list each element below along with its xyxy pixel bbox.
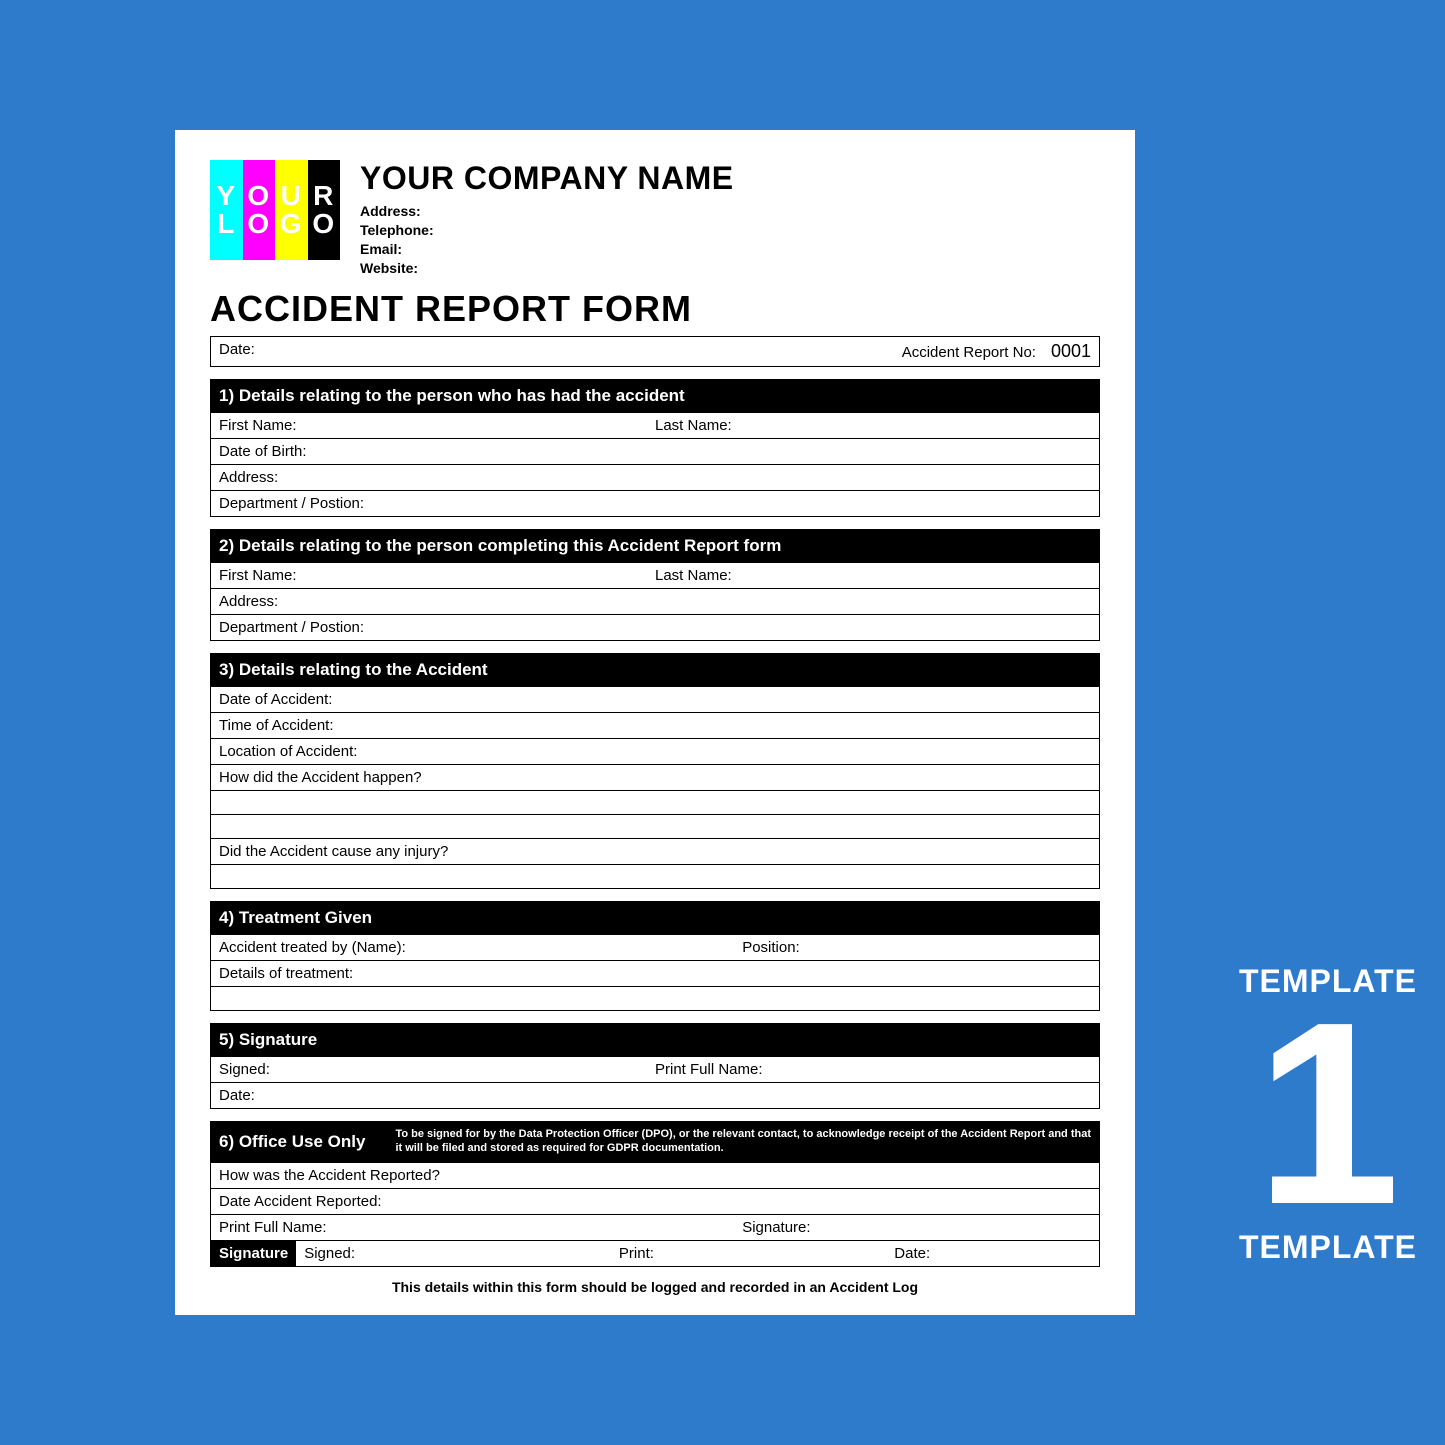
section-3-header: 3) Details relating to the Accident: [211, 654, 1099, 686]
s3-time-row: Time of Accident:: [211, 712, 1099, 738]
s5-date: Date:: [219, 1087, 255, 1104]
s3-date: Date of Accident:: [219, 691, 332, 708]
section-6-title: 6) Office Use Only: [219, 1132, 385, 1152]
side-template-bottom: TEMPLATE: [1239, 1231, 1417, 1263]
section-5: 5) Signature Signed: Print Full Name: Da…: [210, 1023, 1100, 1109]
report-no-label: Accident Report No:: [902, 344, 1036, 361]
section-1: 1) Details relating to the person who ha…: [210, 379, 1100, 517]
s6-print-sig-row: Print Full Name: Signature:: [211, 1214, 1099, 1240]
s6-signature: Signature:: [742, 1219, 1091, 1236]
s3-location: Location of Accident:: [219, 743, 357, 760]
s1-address-row: Address:: [211, 464, 1099, 490]
s3-how-blank-1: [211, 790, 1099, 814]
logo-placeholder: YL OO UG RO: [210, 160, 340, 260]
s3-how: How did the Accident happen?: [219, 769, 422, 786]
s3-how-row: How did the Accident happen?: [211, 764, 1099, 790]
s3-injury-blank: [211, 864, 1099, 888]
s6-how-reported-row: How was the Accident Reported?: [211, 1162, 1099, 1188]
s3-injury-row: Did the Accident cause any injury?: [211, 838, 1099, 864]
s2-dept-row: Department / Postion:: [211, 614, 1099, 640]
section-1-header: 1) Details relating to the person who ha…: [211, 380, 1099, 412]
s1-dept: Department / Postion:: [219, 495, 364, 512]
s6-sig-label: Signature: [211, 1241, 296, 1266]
s5-print-name: Print Full Name:: [655, 1061, 1091, 1078]
section-2: 2) Details relating to the person comple…: [210, 529, 1100, 641]
s6-date: Date:: [894, 1245, 1091, 1262]
side-template-label: TEMPLATE 1 TEMPLATE: [1239, 965, 1417, 1263]
s2-first-name: First Name:: [219, 567, 655, 584]
s3-location-row: Location of Accident:: [211, 738, 1099, 764]
company-email-label: Email:: [360, 240, 1100, 259]
header-row: YL OO UG RO YOUR COMPANY NAME Address: T…: [210, 160, 1100, 278]
s2-last-name: Last Name:: [655, 567, 1091, 584]
s1-dept-row: Department / Postion:: [211, 490, 1099, 516]
company-block: YOUR COMPANY NAME Address: Telephone: Em…: [360, 160, 1100, 278]
section-5-header: 5) Signature: [211, 1024, 1099, 1056]
s2-dept: Department / Postion:: [219, 619, 364, 636]
s5-date-row: Date:: [211, 1082, 1099, 1108]
s3-date-row: Date of Accident:: [211, 686, 1099, 712]
report-no-value: 0001: [1051, 341, 1091, 362]
s6-date-reported: Date Accident Reported:: [219, 1193, 382, 1210]
s6-signature-row: Signature Signed: Print: Date:: [211, 1240, 1099, 1266]
s6-how-reported: How was the Accident Reported?: [219, 1167, 440, 1184]
s4-details-row: Details of treatment:: [211, 960, 1099, 986]
s1-dob: Date of Birth:: [219, 443, 307, 460]
section-6: 6) Office Use Only To be signed for by t…: [210, 1121, 1100, 1267]
side-template-number: 1: [1239, 997, 1417, 1231]
section-3: 3) Details relating to the Accident Date…: [210, 653, 1100, 889]
s1-name-row: First Name: Last Name:: [211, 412, 1099, 438]
s1-first-name: First Name:: [219, 417, 655, 434]
footer-note: This details within this form should be …: [210, 1279, 1100, 1295]
s6-print-name: Print Full Name:: [219, 1219, 742, 1236]
s5-signed: Signed:: [219, 1061, 655, 1078]
s2-address: Address:: [219, 593, 278, 610]
section-4: 4) Treatment Given Accident treated by (…: [210, 901, 1100, 1011]
section-4-header: 4) Treatment Given: [211, 902, 1099, 934]
s1-address: Address:: [219, 469, 278, 486]
section-6-note: To be signed for by the Data Protection …: [395, 1128, 1091, 1156]
form-page: YL OO UG RO YOUR COMPANY NAME Address: T…: [175, 130, 1135, 1314]
s5-signed-row: Signed: Print Full Name:: [211, 1056, 1099, 1082]
s1-last-name: Last Name:: [655, 417, 1091, 434]
s3-injury: Did the Accident cause any injury?: [219, 843, 448, 860]
s6-date-reported-row: Date Accident Reported:: [211, 1188, 1099, 1214]
company-telephone-label: Telephone:: [360, 221, 1100, 240]
company-address-label: Address:: [360, 202, 1100, 221]
s2-address-row: Address:: [211, 588, 1099, 614]
s4-treated-by: Accident treated by (Name):: [219, 939, 742, 956]
section-2-header: 2) Details relating to the person comple…: [211, 530, 1099, 562]
s4-details: Details of treatment:: [219, 965, 353, 982]
form-title: ACCIDENT REPORT FORM: [210, 288, 1100, 330]
company-name: YOUR COMPANY NAME: [360, 160, 1100, 197]
section-6-header: 6) Office Use Only To be signed for by t…: [211, 1122, 1099, 1162]
s6-print: Print:: [619, 1245, 894, 1262]
s4-details-blank: [211, 986, 1099, 1010]
s6-signed: Signed:: [304, 1245, 619, 1262]
s4-treated-row: Accident treated by (Name): Position:: [211, 934, 1099, 960]
s4-position: Position:: [742, 939, 1091, 956]
s1-dob-row: Date of Birth:: [211, 438, 1099, 464]
s2-name-row: First Name: Last Name:: [211, 562, 1099, 588]
s3-how-blank-2: [211, 814, 1099, 838]
meta-row: Date: Accident Report No: 0001: [210, 336, 1100, 367]
company-website-label: Website:: [360, 259, 1100, 278]
date-label: Date:: [219, 341, 255, 362]
s3-time: Time of Accident:: [219, 717, 334, 734]
